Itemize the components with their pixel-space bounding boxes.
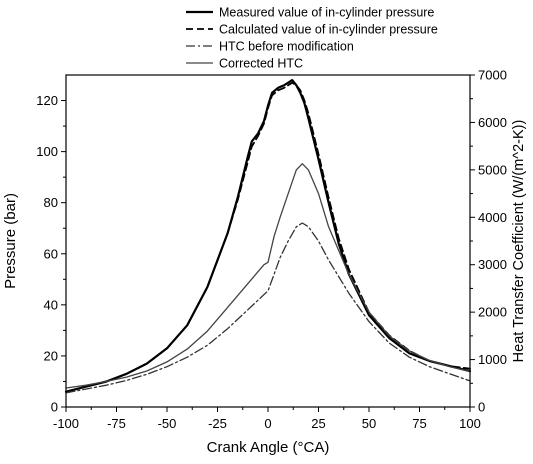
- legend-label-3: HTC before modification: [219, 40, 354, 54]
- y-tick-label: 80: [44, 195, 58, 210]
- y2-tick-label: 0: [478, 400, 485, 415]
- legend-label-4: Corrected HTC: [219, 57, 303, 71]
- x-tick-label: 0: [264, 416, 271, 431]
- x-tick-label: -100: [53, 416, 79, 431]
- legend-label-2: Calculated value of in-cylinder pressure: [219, 23, 438, 37]
- x-tick-label: -25: [208, 416, 227, 431]
- y2-axis-title: Heat Transfer Coefficient (W/(m^2-K)): [511, 120, 527, 363]
- y-axis-left: 0 20 40 60 80 100 120: [36, 93, 66, 415]
- y-axis-right: 0 1000 2000 3000 4000 5000 6000 7000: [470, 68, 507, 415]
- x-tick-label: 75: [412, 416, 426, 431]
- y-tick-label: 20: [44, 348, 58, 363]
- series-line-3: [65, 222, 471, 394]
- y-tick-label: 100: [36, 144, 58, 159]
- legend-label-1: Measured value of in-cylinder pressure: [219, 6, 434, 20]
- y2-tick-label: 5000: [478, 162, 507, 177]
- y-tick-label: 0: [51, 400, 58, 415]
- x-axis: -100 -75 -50 -25 0 25 50 75 100: [53, 407, 481, 431]
- y2-tick-label: 4000: [478, 210, 507, 225]
- series-line-4: [65, 163, 471, 389]
- y-axis-title: Pressure (bar): [2, 193, 19, 289]
- y2-tick-label: 1000: [478, 352, 507, 367]
- series-layer: [64, 79, 472, 394]
- x-tick-label: 50: [362, 416, 376, 431]
- x-tick-label: 25: [311, 416, 325, 431]
- series-line-1: [64, 79, 472, 393]
- x-tick-label: -75: [107, 416, 126, 431]
- x-tick-label: -50: [158, 416, 177, 431]
- y-tick-label: 40: [44, 297, 58, 312]
- x-axis-title: Crank Angle (°CA): [207, 439, 330, 456]
- y-tick-label: 60: [44, 246, 58, 261]
- x-tick-label: 100: [459, 416, 481, 431]
- y2-tick-label: 2000: [478, 305, 507, 320]
- y2-tick-label: 6000: [478, 115, 507, 130]
- y2-tick-label: 7000: [478, 68, 507, 83]
- y-tick-label: 120: [36, 93, 58, 108]
- y2-tick-label: 3000: [478, 257, 507, 272]
- series-line-2: [65, 81, 471, 393]
- legend: Measured value of in-cylinder pressure Ca…: [186, 6, 438, 71]
